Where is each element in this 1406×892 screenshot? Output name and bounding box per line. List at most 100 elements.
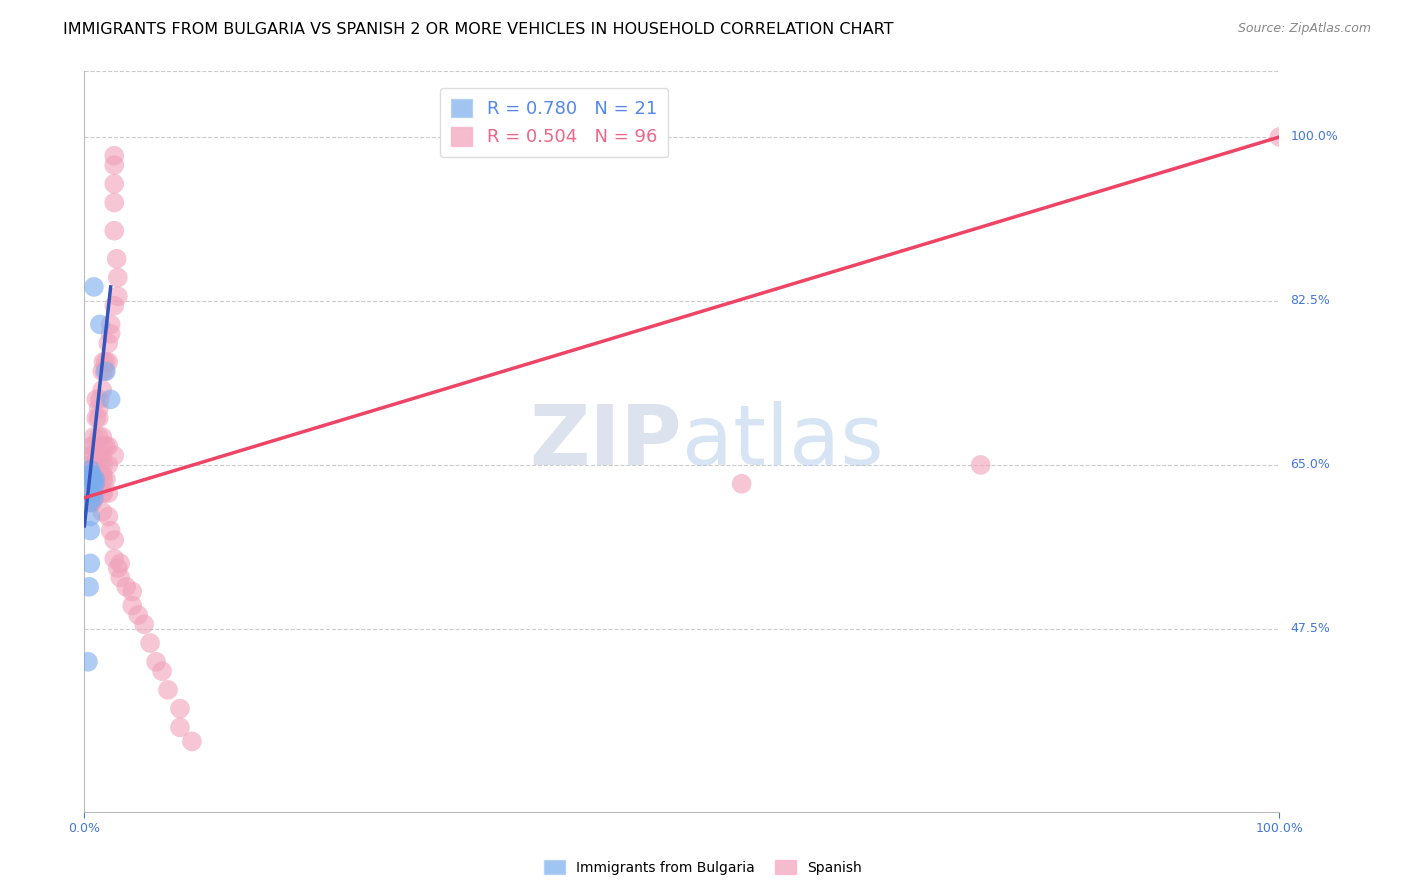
Point [97, 336, 120, 351]
Point [103, 195, 125, 210]
Point [97, 355, 120, 369]
Point [87, 482, 110, 496]
Point [121, 584, 143, 599]
Point [132, 617, 156, 632]
Legend: Immigrants from Bulgaria, Spanish: Immigrants from Bulgaria, Spanish [538, 855, 868, 880]
Text: IMMIGRANTS FROM BULGARIA VS SPANISH 2 OR MORE VEHICLES IN HOUSEHOLD CORRELATION : IMMIGRANTS FROM BULGARIA VS SPANISH 2 OR… [63, 22, 894, 37]
Point [97, 439, 120, 453]
Point [110, 557, 132, 571]
Point [94, 364, 117, 378]
Point [79, 476, 101, 491]
Point [86, 458, 108, 472]
Point [103, 149, 125, 163]
Point [169, 701, 191, 715]
Text: ZIP: ZIP [530, 401, 682, 482]
Point [93, 458, 115, 472]
Point [80, 463, 103, 477]
Text: 65.0%: 65.0% [1291, 458, 1330, 472]
Point [89, 318, 111, 332]
Point [100, 524, 122, 538]
Point [103, 299, 125, 313]
Point [91, 505, 114, 519]
Point [731, 476, 754, 491]
Point [91, 430, 114, 444]
Point [93, 486, 115, 500]
Point [127, 607, 149, 622]
Point [79, 472, 101, 486]
Point [93, 364, 115, 378]
Point [181, 734, 204, 748]
Legend: R = 0.780   N = 21, R = 0.504   N = 96: R = 0.780 N = 21, R = 0.504 N = 96 [440, 87, 668, 157]
Point [82, 472, 104, 486]
Point [77, 580, 100, 594]
Point [89, 458, 111, 472]
Point [103, 177, 125, 191]
Point [97, 458, 120, 472]
Point [94, 439, 117, 453]
Point [82, 486, 104, 500]
Point [83, 463, 105, 477]
Point [93, 472, 115, 486]
Point [83, 476, 105, 491]
Point [86, 476, 108, 491]
Point [91, 449, 114, 463]
Point [79, 486, 101, 500]
Point [79, 524, 101, 538]
Point [80, 467, 103, 482]
Point [94, 472, 117, 486]
Point [82, 472, 104, 486]
Text: 47.5%: 47.5% [1291, 623, 1330, 635]
Text: atlas: atlas [682, 401, 883, 482]
Point [91, 486, 114, 500]
Point [139, 636, 162, 650]
Point [86, 472, 108, 486]
Point [103, 449, 125, 463]
Point [91, 364, 114, 378]
Point [94, 355, 117, 369]
Point [110, 570, 132, 584]
Point [103, 551, 125, 566]
Point [79, 495, 101, 509]
Point [103, 158, 125, 172]
Point [77, 655, 100, 669]
Point [83, 476, 105, 491]
Point [87, 411, 110, 425]
Point [89, 392, 111, 407]
Text: 100.0%: 100.0% [1291, 130, 1339, 144]
Point [91, 383, 114, 397]
Point [91, 472, 114, 486]
Point [83, 491, 105, 505]
Point [79, 472, 101, 486]
Point [82, 467, 104, 482]
Point [103, 224, 125, 238]
Point [83, 430, 105, 444]
Point [82, 476, 104, 491]
Point [169, 720, 191, 734]
Point [79, 449, 101, 463]
Point [86, 392, 108, 407]
Point [84, 472, 107, 486]
Point [80, 458, 103, 472]
Point [80, 472, 103, 486]
Point [105, 252, 128, 266]
Point [100, 318, 122, 332]
Point [86, 411, 108, 425]
Point [82, 449, 104, 463]
Point [970, 458, 993, 472]
Point [80, 467, 103, 482]
Point [84, 476, 107, 491]
Point [103, 533, 125, 547]
Point [100, 326, 122, 341]
Point [80, 476, 103, 491]
Text: Source: ZipAtlas.com: Source: ZipAtlas.com [1237, 22, 1371, 36]
Point [80, 439, 103, 453]
Point [107, 270, 129, 285]
Point [97, 509, 120, 524]
Point [79, 467, 101, 482]
Point [84, 458, 107, 472]
Point [93, 355, 115, 369]
Point [82, 439, 104, 453]
Point [87, 472, 110, 486]
Point [97, 486, 120, 500]
Point [86, 467, 108, 482]
